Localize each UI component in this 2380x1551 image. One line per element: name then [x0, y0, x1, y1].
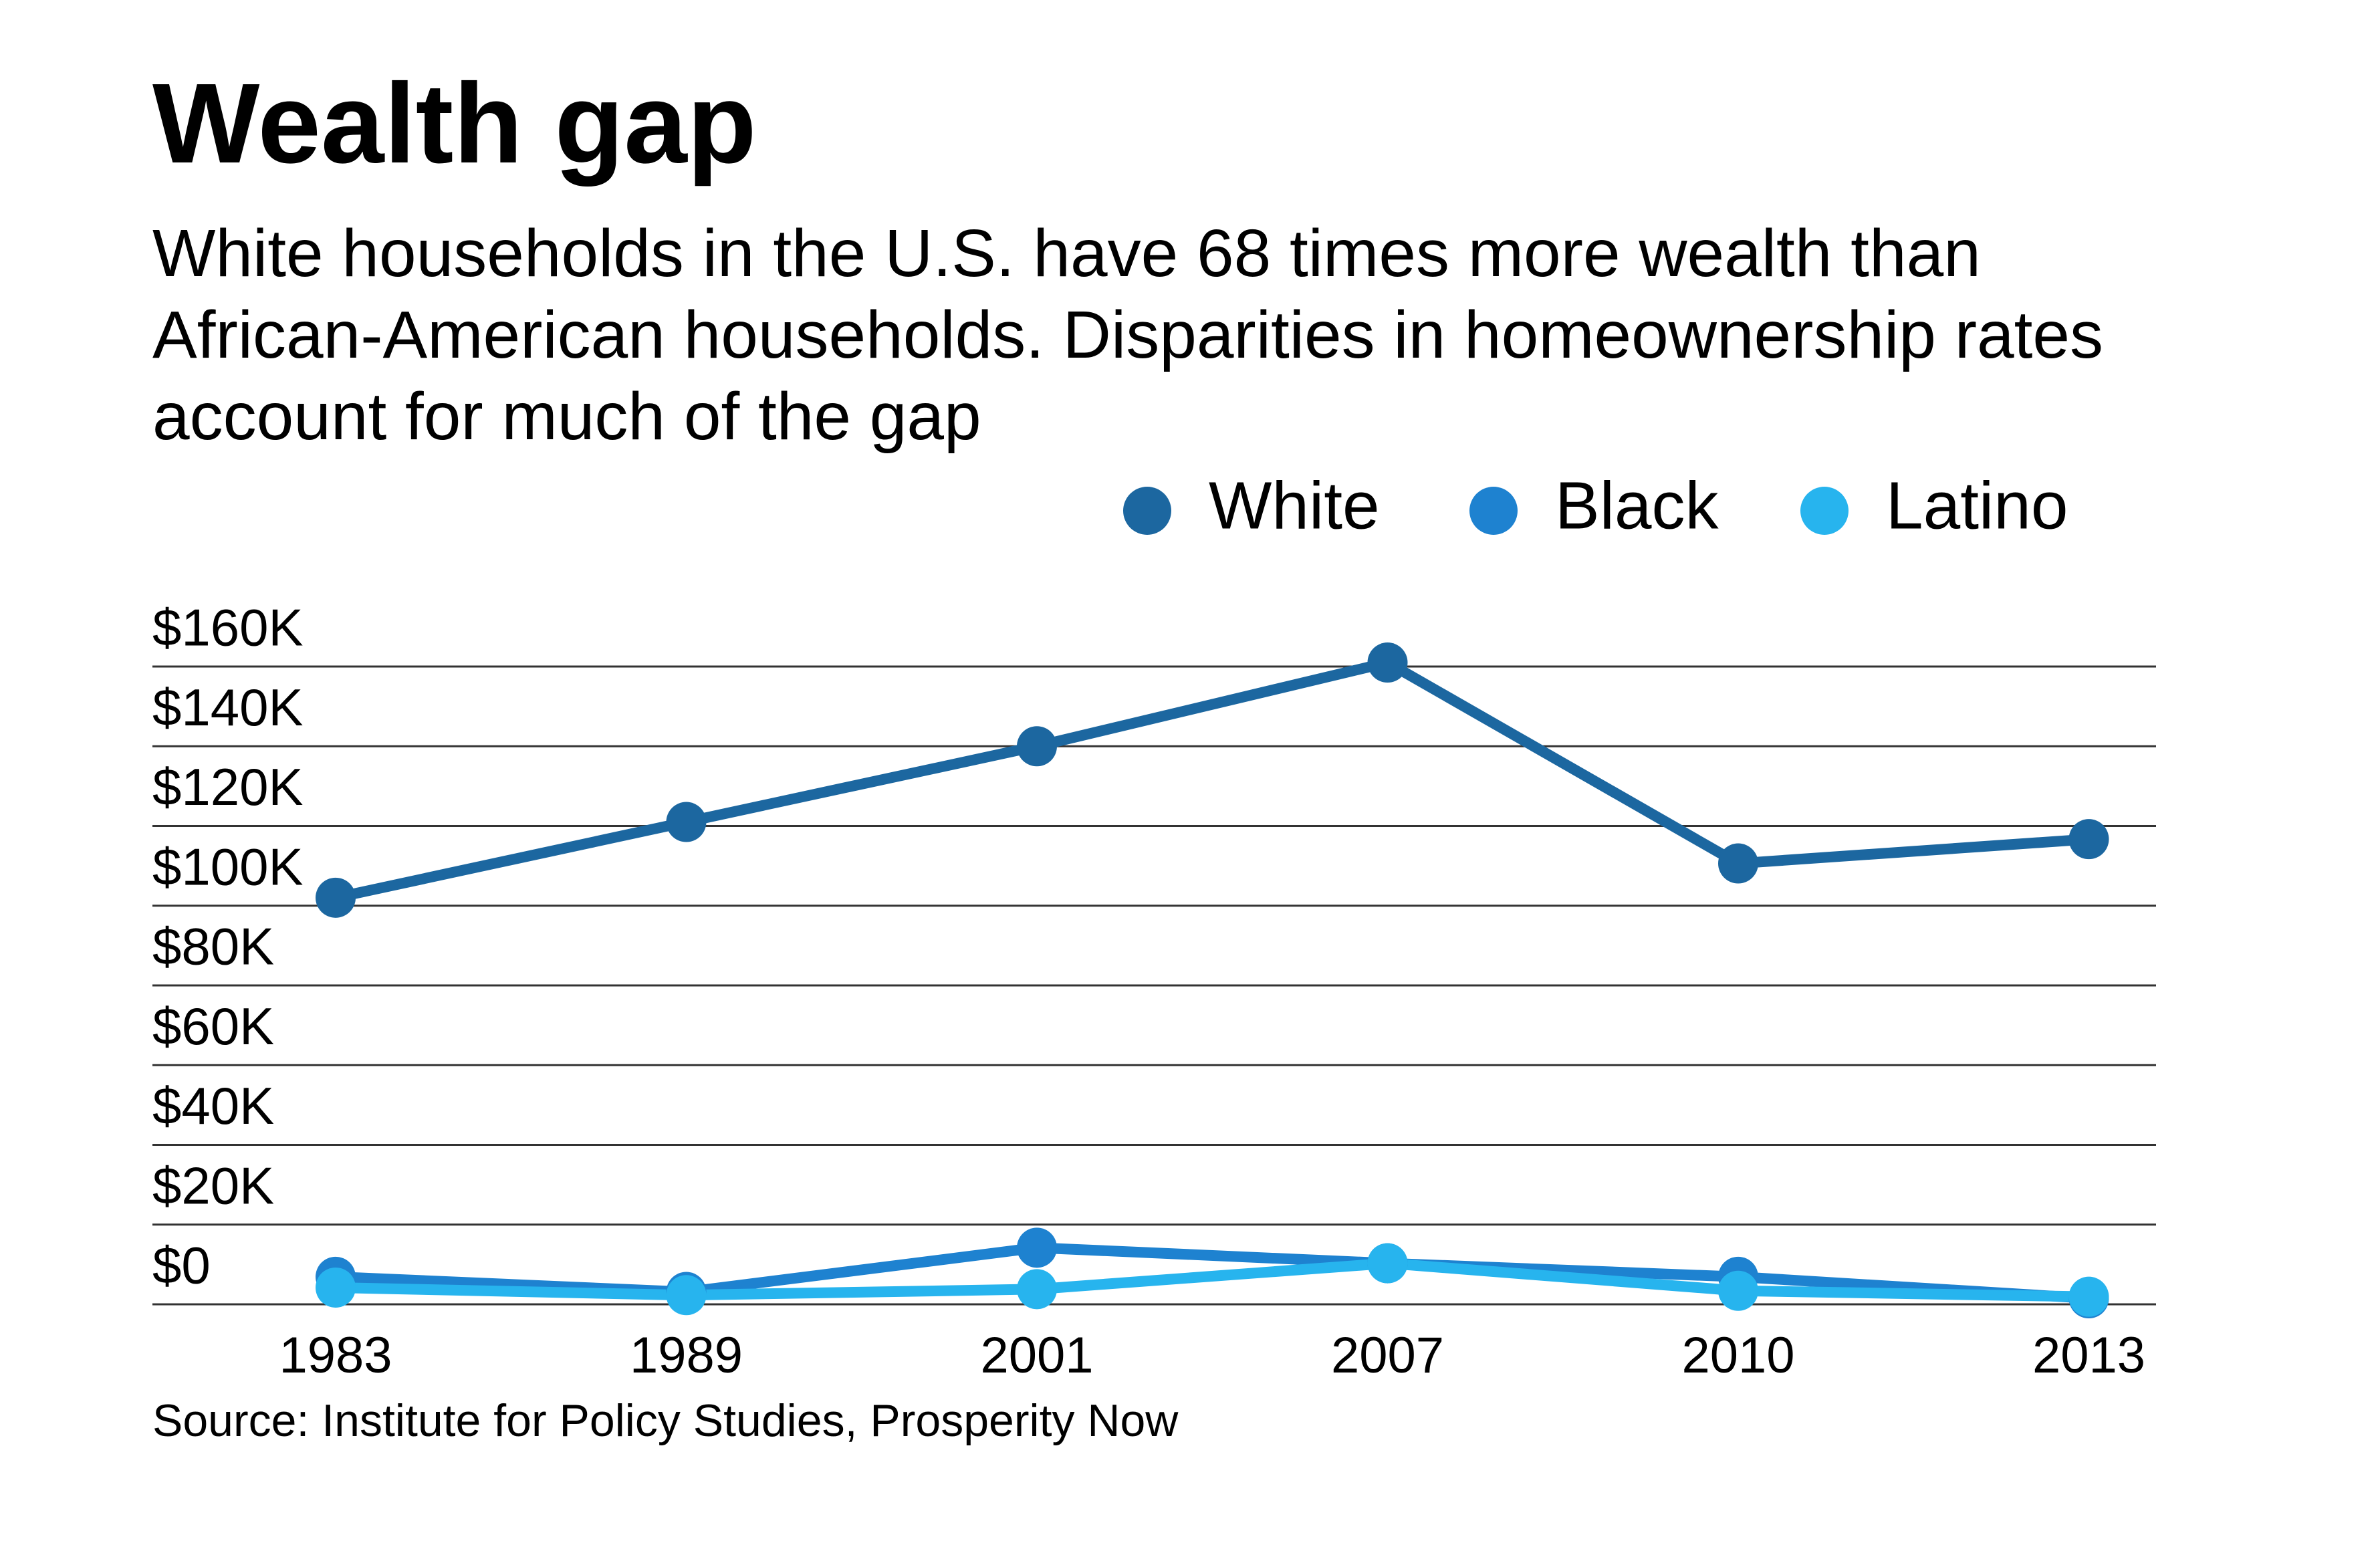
x-tick-label: 1989	[630, 1327, 743, 1384]
y-tick-label: $160K	[152, 598, 304, 657]
legend-label: Black	[1555, 468, 1719, 543]
x-tick-label: 1983	[279, 1327, 392, 1384]
legend-marker	[1123, 487, 1171, 535]
data-point	[1718, 1270, 1758, 1311]
y-tick-label: $80K	[152, 917, 274, 976]
y-tick-label: $120K	[152, 757, 304, 816]
x-tick-label: 2007	[1331, 1327, 1444, 1384]
data-point	[666, 802, 707, 842]
y-tick-label: $140K	[152, 678, 304, 737]
x-tick-label: 2013	[2032, 1327, 2145, 1384]
data-point	[1367, 642, 1408, 683]
source-note: Source: Institute for Policy Studies, Pr…	[152, 1395, 1179, 1446]
x-tick-label: 2010	[1681, 1327, 1794, 1384]
data-point	[1017, 1227, 1057, 1268]
data-point	[316, 877, 356, 918]
series-line	[335, 1258, 2089, 1302]
data-point	[1718, 843, 1758, 884]
data-point	[2068, 1276, 2109, 1317]
legend-label: White	[1209, 468, 1380, 543]
y-tick-label: $60K	[152, 997, 274, 1056]
y-tick-label: $100K	[152, 837, 304, 896]
data-point	[666, 1275, 707, 1316]
chart-subtitle: White households in the U.S. have 68 tim…	[152, 216, 2104, 454]
chart-title: Wealth gap	[152, 60, 757, 187]
x-tick-label: 2001	[980, 1327, 1093, 1384]
data-point	[316, 1267, 356, 1308]
data-point	[1017, 726, 1057, 767]
y-tick-label: $0	[152, 1236, 211, 1295]
y-tick-label: $40K	[152, 1076, 274, 1135]
y-tick-label: $20K	[152, 1156, 274, 1215]
legend-marker	[1800, 487, 1849, 535]
series-line	[334, 657, 2090, 903]
data-point	[1017, 1269, 1057, 1310]
legend-label: Latino	[1886, 468, 2068, 543]
data-point	[2068, 819, 2109, 860]
data-point	[1367, 1243, 1408, 1284]
legend-marker	[1469, 487, 1518, 535]
